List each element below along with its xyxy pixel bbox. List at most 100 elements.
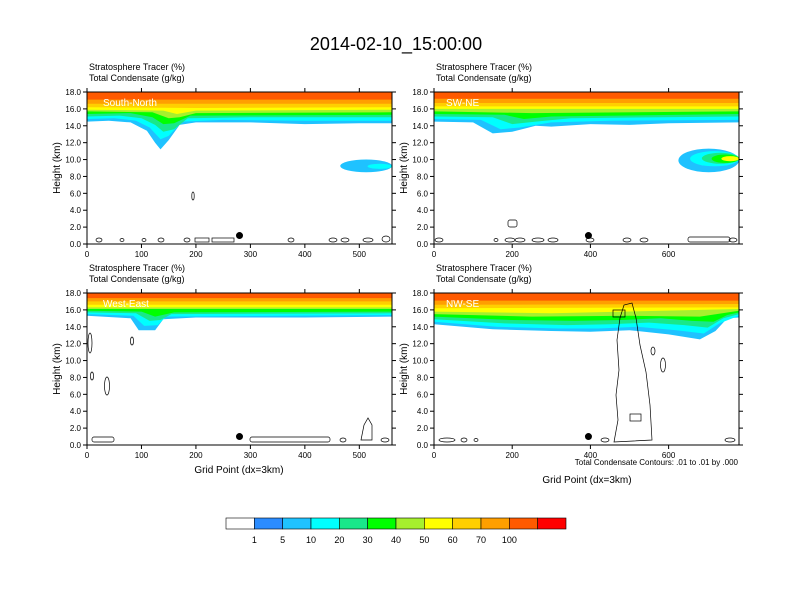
section-label: South-North [103,98,157,109]
y-axis-label: Height (km) [52,142,63,194]
x-tick-label: 400 [298,451,312,460]
y-tick-label: 10.0 [65,156,81,165]
colorbar-label: 100 [502,535,517,545]
panel-header-tracer: Stratosphere Tracer (%) [436,62,532,72]
x-tick-label: 400 [584,451,598,460]
y-tick-label: 6.0 [417,189,429,198]
y-tick-label: 2.0 [70,223,82,232]
panel-header-condensate: Total Condensate (g/kg) [436,274,532,284]
tracer-blob-50 [721,156,739,162]
y-tick-label: 16.0 [412,105,428,114]
colorbar-swatch [452,517,482,530]
x-tick-label: 400 [584,250,598,259]
x-tick-label: 100 [135,250,149,259]
x-tick-label: 200 [506,250,520,259]
condensate-contours [87,332,390,443]
plot-frame: 0.0 2.0 4.0 6.0 8.0 10.0 12.0 14.0 16.0 18.0 0 100 2… [65,289,396,460]
x-tick-label: 0 [85,250,90,259]
condensate-contours [95,191,391,243]
colorbar-swatch [254,517,283,530]
tracer-level-100 [434,92,739,99]
x-tick-label: 0 [432,250,437,259]
y-axis-label: Height (km) [52,343,63,395]
location-marker [236,433,243,441]
colorbar-swatch [339,517,368,530]
y-tick-label: 0.0 [417,240,429,249]
y-tick-label: 18.0 [65,289,81,298]
colorbar-label: 50 [419,535,429,545]
colorbar-swatch [509,517,538,530]
y-tick-label: 8.0 [417,172,429,181]
contour-note: Total Condensate Contours: .01 to .01 by… [575,458,739,467]
y-tick-label: 0.0 [70,240,82,249]
y-tick-label: 14.0 [65,323,81,332]
panel-header-tracer: Stratosphere Tracer (%) [89,62,185,72]
y-tick-label: 2.0 [417,223,429,232]
colorbar-swatch [537,517,567,530]
plot-area [87,92,392,240]
y-tick-label: 14.0 [412,122,428,131]
y-tick-label: 18.0 [412,289,428,298]
panel-sw-ne: Stratosphere Tracer (%) Total Condensate… [399,62,743,259]
y-tick-label: 16.0 [65,306,81,315]
panel-header-tracer: Stratosphere Tracer (%) [436,263,532,273]
section-label: SW-NE [446,98,479,109]
y-tick-label: 2.0 [417,424,429,433]
tracer-blob-10 [367,163,392,169]
x-tick-label: 500 [353,250,367,259]
y-tick-label: 12.0 [412,340,428,349]
x-tick-label: 500 [353,451,367,460]
panel-header-condensate: Total Condensate (g/kg) [89,73,185,83]
colorbar-label: 1 [252,535,257,545]
y-tick-label: 12.0 [65,139,81,148]
colorbar-swatch [395,517,425,530]
x-axis-label: Grid Point (dx=3km) [542,475,631,486]
condensate-contours [438,302,736,443]
plot-frame: 0.0 2.0 4.0 6.0 8.0 10.0 12.0 14.0 16.0 18.0 0 200 4… [412,289,743,460]
figure-title: 2014-02-10_15:00:00 [310,34,482,55]
x-tick-label: 100 [135,451,149,460]
colorbar-label: 10 [306,535,316,545]
x-tick-label: 400 [298,250,312,259]
panel-nw-se: Stratosphere Tracer (%) Total Condensate… [399,263,743,486]
x-tick-label: 300 [244,250,258,259]
y-tick-label: 18.0 [412,88,428,97]
y-tick-label: 8.0 [70,373,82,382]
y-tick-label: 0.0 [417,441,429,450]
y-tick-label: 10.0 [65,357,81,366]
plot-frame: 0.0 2.0 4.0 6.0 8.0 10.0 12.0 14.0 16.0 18.0 0 200 4… [412,88,743,259]
x-tick-label: 0 [85,451,90,460]
colorbar-swatch [480,517,510,530]
y-tick-label: 6.0 [70,390,82,399]
plot-area [434,92,739,240]
colorbar-swatch [225,517,255,530]
y-tick-label: 12.0 [65,340,81,349]
y-tick-label: 6.0 [417,390,429,399]
location-marker [584,433,592,441]
section-label: West-East [103,299,149,310]
y-tick-label: 4.0 [417,206,429,215]
condensate-contours [434,219,738,243]
colorbar-label: 30 [363,535,373,545]
colorbar: 1 5 10 20 30 40 50 60 70 100 [225,517,567,545]
y-tick-label: 16.0 [65,105,81,114]
plot-border [86,91,393,245]
colorbar-swatch [367,517,397,530]
colorbar-label: 60 [448,535,458,545]
y-tick-label: 16.0 [412,306,428,315]
y-tick-label: 6.0 [70,189,82,198]
plot-border [433,91,740,245]
location-marker [584,232,592,240]
tracer-level-100 [87,293,392,299]
section-label: NW-SE [446,299,479,310]
panel-header-tracer: Stratosphere Tracer (%) [89,263,185,273]
plot-border [433,292,740,446]
location-marker [236,232,243,240]
tracer-blob-5 [340,159,392,173]
y-axis-label: Height (km) [399,343,410,395]
colorbar-swatch [282,517,312,530]
panel-south-north: Stratosphere Tracer (%) Total Condensate… [52,62,396,259]
y-tick-label: 14.0 [412,323,428,332]
y-tick-label: 2.0 [70,424,82,433]
